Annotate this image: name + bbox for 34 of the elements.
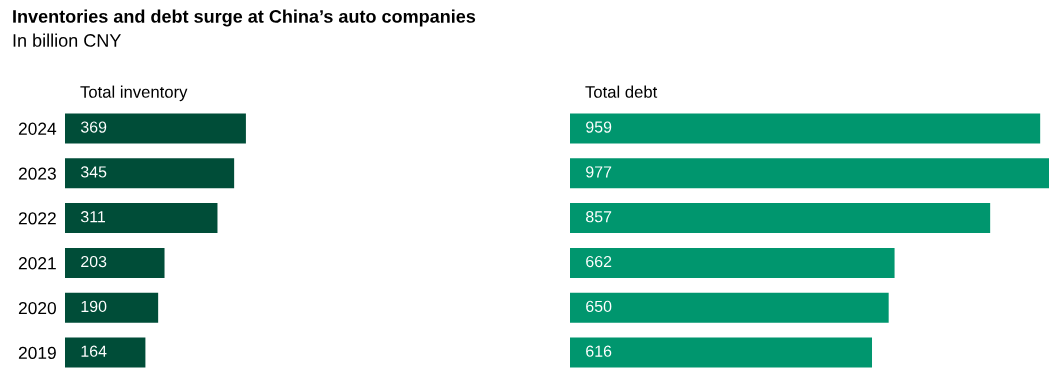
y-tick-label: 2023 [18, 167, 56, 180]
x-axis-title: Total debt [585, 85, 658, 98]
bar [570, 292, 889, 323]
bar [65, 158, 235, 189]
data-label: 959 [586, 121, 612, 133]
data-label: 650 [586, 300, 612, 313]
data-label: 662 [586, 255, 612, 268]
data-label: 190 [81, 300, 107, 313]
bar [570, 113, 1041, 144]
y-tick-label: 2022 [18, 212, 56, 225]
chart-title: Inventories and debt surge at China’s auto companies [13, 9, 476, 27]
x-axis-title: Total inventory [80, 85, 188, 102]
bar [570, 337, 873, 368]
bar [65, 292, 159, 323]
bar [65, 203, 218, 234]
data-label: 345 [80, 166, 107, 178]
bar [65, 247, 165, 278]
y-tick-label: 2019 [18, 346, 56, 360]
bar [570, 247, 895, 278]
data-label: 369 [80, 121, 107, 133]
chart-subtitle: In billion CNY [13, 33, 121, 47]
bar [65, 113, 246, 144]
data-label: 616 [586, 345, 612, 357]
y-tick-label: 2024 [18, 122, 57, 135]
y-tick-label: 2021 [18, 257, 56, 270]
data-label: 977 [586, 166, 612, 178]
data-label: 857 [586, 211, 612, 223]
bar [570, 203, 991, 234]
data-label: 311 [80, 211, 106, 223]
y-tick-label: 2020 [18, 301, 56, 315]
bar [570, 158, 1049, 189]
bar [65, 337, 146, 368]
data-label: 203 [81, 255, 107, 268]
data-label: 164 [81, 345, 107, 357]
